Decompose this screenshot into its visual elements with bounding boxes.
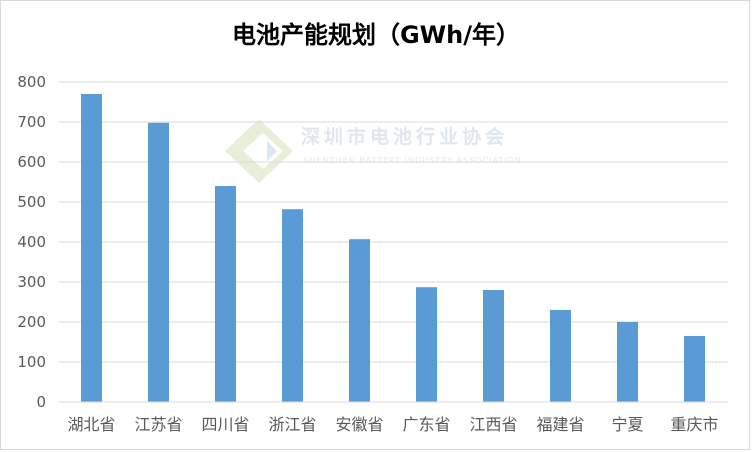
- watermark-logo: [225, 119, 293, 183]
- y-tick-label: 400: [17, 233, 46, 251]
- watermark: 深圳市电池行业协会 SHENZHEN BATTERY INDUSTRY ASSO…: [225, 119, 522, 183]
- bar-0: [81, 94, 102, 402]
- gridlines: [58, 81, 728, 363]
- x-tick-label: 福建省: [536, 415, 584, 434]
- y-tick-label: 300: [17, 273, 46, 291]
- y-tick-label: 800: [17, 73, 46, 91]
- bar-5: [416, 287, 437, 402]
- x-tick-label: 安徽省: [335, 415, 383, 434]
- x-tick-label: 四川省: [201, 415, 249, 434]
- y-tick-label: 700: [17, 113, 46, 131]
- bar-3: [282, 209, 303, 402]
- watermark-en: SHENZHEN BATTERY INDUSTRY ASSOCIATION: [303, 156, 522, 165]
- x-tick-label: 重庆市: [670, 415, 718, 434]
- y-axis-labels: 0 100 200 300 400 500 600 700 800: [17, 73, 46, 411]
- y-tick-label: 500: [17, 193, 46, 211]
- x-axis-labels: 湖北省 江苏省 四川省 浙江省 安徽省 广东省 江西省 福建省 宁夏 重庆市: [67, 415, 718, 434]
- x-tick-label: 宁夏: [611, 415, 643, 434]
- y-tick-label: 0: [36, 393, 46, 411]
- y-tick-label: 200: [17, 313, 46, 331]
- bars: [81, 94, 705, 403]
- x-tick-label: 江苏省: [134, 415, 182, 434]
- bar-9: [684, 336, 705, 402]
- y-tick-label: 100: [17, 353, 46, 371]
- bar-1: [148, 122, 169, 403]
- bar-2: [215, 186, 236, 402]
- y-tick-label: 600: [17, 153, 46, 171]
- x-tick-label: 湖北省: [67, 415, 115, 434]
- x-tick-label: 江西省: [469, 415, 517, 434]
- bar-7: [550, 310, 571, 402]
- x-tick-label: 浙江省: [268, 415, 316, 434]
- bar-4: [349, 239, 370, 402]
- watermark-cn: 深圳市电池行业协会: [301, 125, 508, 148]
- bar-6: [483, 290, 504, 402]
- x-tick-label: 广东省: [402, 415, 450, 434]
- chart-title: 电池产能规划（GWh/年）: [231, 21, 521, 49]
- bar-8: [617, 322, 638, 402]
